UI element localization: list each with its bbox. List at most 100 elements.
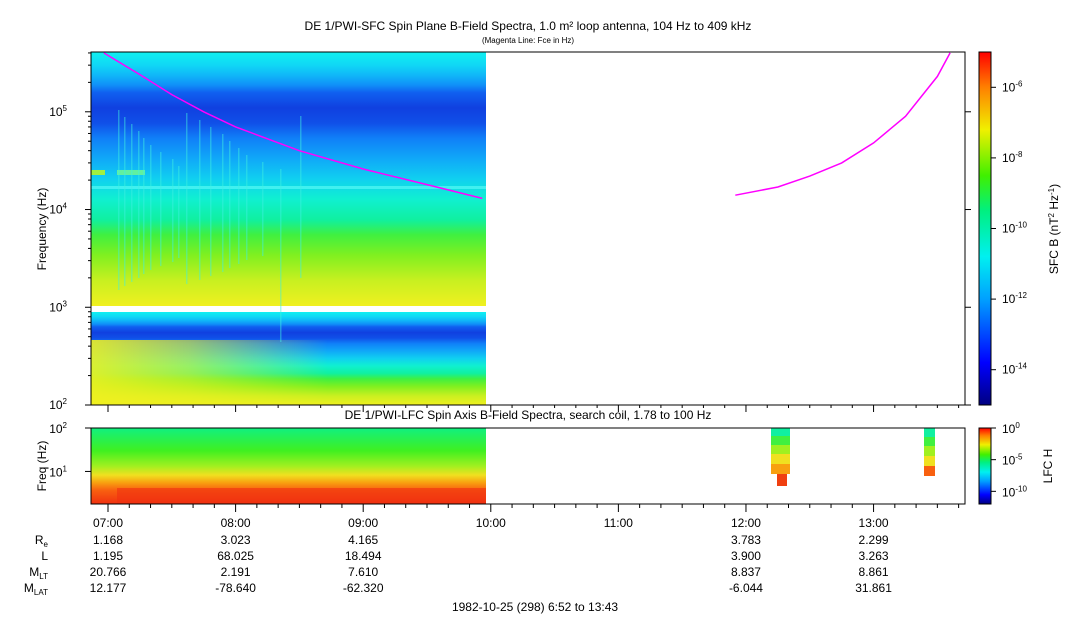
ephemeris-value: 18.494	[345, 549, 382, 563]
sfc-streak	[262, 162, 264, 256]
sfc-streak	[138, 131, 140, 278]
lfc-block	[771, 445, 790, 454]
ephemeris-value: 4.165	[348, 533, 378, 547]
lfc-colorbar-label: LFC H	[1041, 449, 1055, 484]
sfc-green-burst-b	[117, 170, 145, 175]
lfc-colorbar-tick-label: 10-5	[1002, 453, 1023, 468]
sfc-streak	[172, 159, 174, 262]
ephemeris-value: 3.023	[221, 533, 251, 547]
lfc-block	[924, 446, 935, 456]
date-range: 1982-10-25 (298) 6:52 to 13:43	[452, 600, 618, 614]
ephemeris-value: 20.766	[90, 565, 127, 579]
lfc-block	[771, 428, 790, 436]
sfc-streak	[178, 166, 180, 258]
lfc-block	[771, 454, 790, 464]
top-y-axis: 102 103 104 105	[49, 52, 971, 412]
top-y-tick-label: 102	[49, 397, 67, 412]
sfc-green-burst-a	[91, 170, 105, 175]
sfc-streak	[280, 169, 282, 342]
sfc-cyan-band	[91, 186, 486, 189]
sfc-streak	[118, 110, 120, 290]
ephemeris-value: -6.044	[729, 581, 763, 595]
sfc-spectrogram-image	[91, 52, 486, 306]
ephemeris-value: 1.168	[93, 533, 123, 547]
x-tick-label: 10:00	[476, 516, 506, 530]
top-panel-frame	[90, 51, 966, 406]
ephemeris-value: 3.900	[731, 549, 761, 563]
sfc-colorbar-tick-label: 10-14	[1002, 362, 1027, 377]
sfc-streak	[131, 124, 133, 282]
fce-line-group	[103, 52, 951, 200]
lfc-colorbar	[978, 427, 992, 505]
ephemeris-value: 2.191	[221, 565, 251, 579]
ephemeris-row-label: MLT	[29, 565, 48, 581]
lfc-spectrogram	[91, 428, 935, 504]
x-tick-label: 13:00	[859, 516, 889, 530]
sfc-colorbar-label: SFC B (nT2 Hz-1)	[1047, 184, 1061, 274]
sfc-colorbar	[978, 51, 992, 406]
lfc-red-band	[117, 488, 486, 504]
x-tick-label: 12:00	[731, 516, 761, 530]
top-y-tick-label: 103	[49, 299, 67, 314]
sfc-streak	[199, 120, 201, 280]
ephemeris-value: 3.783	[731, 533, 761, 547]
ephemeris-value: 3.263	[859, 549, 889, 563]
sfc-low-frequency-glow	[91, 340, 486, 405]
ephemeris-row-label: L	[41, 549, 48, 563]
lfc-block	[924, 456, 935, 466]
bottom-panel-frame	[90, 427, 966, 505]
x-tick-label: 07:00	[93, 516, 123, 530]
sfc-colorbar-tick-label: 10-10	[1002, 221, 1027, 236]
lfc-block	[777, 474, 787, 486]
lfc-block	[771, 464, 790, 474]
sfc-colorbar-tick-label: 10-12	[1002, 291, 1027, 306]
bottom-y-axis-label: Freq (Hz)	[35, 441, 49, 492]
sfc-streak	[186, 113, 188, 284]
top-y-tick-label: 104	[49, 202, 67, 217]
ephemeris-value: 12.177	[90, 581, 127, 595]
ephemeris-value: 2.299	[859, 533, 889, 547]
fce-line-1	[103, 52, 483, 200]
lfc-block	[924, 437, 935, 446]
x-tick-label: 09:00	[348, 516, 378, 530]
ephemeris-row-label: Re	[35, 533, 49, 549]
sfc-vertical-streaks	[118, 110, 302, 342]
lfc-block	[924, 466, 935, 476]
fce-line-2	[735, 52, 951, 196]
lfc-block	[771, 436, 790, 445]
sfc-streak	[143, 138, 145, 274]
ephemeris-value: 7.610	[348, 565, 378, 579]
sfc-colorbar-tick-label: 10-6	[1002, 79, 1023, 94]
sfc-streak	[124, 117, 126, 286]
ephemeris-value: 8.861	[859, 565, 889, 579]
ephemeris-value: 8.837	[731, 565, 761, 579]
x-tick-label: 08:00	[221, 516, 251, 530]
ephemeris-value: 68.025	[217, 549, 254, 563]
x-tick-label: 11:00	[604, 516, 633, 530]
bottom-panel-title: DE 1/PWI-LFC Spin Axis B-Field Spectra, …	[345, 408, 712, 422]
ephemeris-value: 1.195	[93, 549, 123, 563]
lfc-colorbar-ticks: 100 10-5 10-10	[991, 421, 1027, 499]
sfc-streak	[222, 134, 224, 272]
bottom-y-tick-label: 101	[49, 464, 67, 479]
sfc-streak	[210, 127, 212, 276]
x-axis: 07:00 08:00 09:00 10:00 11:00 12:00 13:00	[93, 405, 960, 530]
lfc-isolated-blocks	[771, 428, 935, 486]
top-panel-subtitle: (Magenta Line: Fce in Hz)	[482, 36, 574, 45]
sfc-colorbar-tick-label: 10-8	[1002, 150, 1023, 165]
sfc-spectrogram	[91, 52, 486, 405]
bottom-y-tick-label: 102	[49, 421, 67, 436]
bottom-y-axis: 102 101	[49, 421, 91, 479]
sfc-streak	[238, 148, 240, 264]
ephemeris-table: Re 1.168 3.023 4.165 3.783 2.299 L 1.195 68.025 1…	[24, 533, 892, 597]
sfc-streak	[246, 155, 248, 260]
ephemeris-value: 31.861	[855, 581, 892, 595]
ephemeris-value: -62.320	[343, 581, 384, 595]
sfc-streak	[300, 116, 302, 278]
lfc-block	[924, 428, 935, 437]
top-y-axis-label: Frequency (Hz)	[35, 188, 49, 271]
sfc-streak	[160, 152, 162, 266]
lfc-colorbar-tick-label: 10-10	[1002, 484, 1027, 499]
